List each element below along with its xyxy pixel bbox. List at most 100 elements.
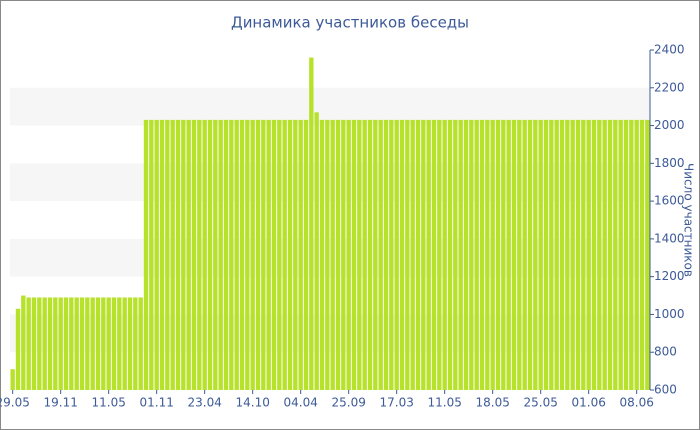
bar [463,119,469,390]
y-tick-label: 1200 [654,269,685,283]
bar [90,297,95,390]
bar [138,297,143,390]
bar [63,297,69,390]
bar [522,119,527,390]
bar [426,119,431,390]
bar [181,119,186,390]
bar [389,119,394,390]
x-tick-label: 19.11 [43,396,77,410]
x-tick-label: 17.03 [379,396,413,410]
bar [250,119,255,390]
bar [239,119,245,390]
bar [175,119,181,390]
bar [31,297,37,390]
bar [314,112,319,390]
bar [154,119,159,390]
bar [95,297,101,390]
bar [197,119,202,390]
bar [170,119,175,390]
bar [271,119,277,390]
bar [69,297,74,390]
bar [277,119,282,390]
grid-band [10,163,650,202]
grid-band [10,238,650,277]
bar [367,119,373,390]
bar [133,297,138,390]
bar [447,119,453,390]
bar [591,119,597,390]
bar [101,297,106,390]
x-tick-label: 25.09 [331,396,365,410]
bar [378,119,383,390]
bar [298,119,303,390]
x-tick-label: 04.04 [283,396,317,410]
bar [15,308,21,390]
y-tick-label: 2400 [654,43,685,57]
bar [415,119,421,390]
bar [373,119,378,390]
bar [53,297,58,390]
x-tick-label: 25.05 [523,396,557,410]
bar [362,119,367,390]
bar [319,119,325,390]
bar [559,119,565,390]
y-tick-label: 2000 [654,118,685,132]
bar [453,119,458,390]
y-tick-label: 800 [654,345,677,359]
bar [437,119,442,390]
y-axis-label: Число участников [682,163,696,277]
bar [26,297,31,390]
bar [149,119,154,390]
bar [527,119,533,390]
bar [511,119,517,390]
bar [127,297,133,390]
bar [287,119,293,390]
bar [549,119,554,390]
bar [554,119,559,390]
bar [223,119,229,390]
y-tick-label: 1800 [654,156,685,170]
y-tick-label: 600 [654,383,677,397]
bar [629,119,634,390]
chart-title: Динамика участников беседы [231,14,469,32]
bar [122,297,127,390]
bar [645,119,650,390]
bar [485,119,490,390]
bar [394,119,399,390]
y-tick-label: 2200 [654,80,685,94]
bar [517,119,522,390]
bar [506,119,511,390]
bar [255,119,261,390]
bar [229,119,234,390]
bar [533,119,538,390]
bar [309,57,314,391]
bar [325,119,330,390]
grid-band [10,87,650,126]
x-tick-label: 18.05 [475,396,509,410]
bar [341,119,346,390]
bar [490,119,495,390]
x-tick-label: 14.10 [235,396,269,410]
bar [330,119,335,390]
bar [575,119,581,390]
bar [303,119,309,390]
bar [613,119,618,390]
bar [405,119,410,390]
bar [106,297,111,390]
bar [159,119,165,390]
x-tick-label: 01.06 [571,396,605,410]
bar [538,119,543,390]
bar [399,119,405,390]
bar [245,119,250,390]
bar [234,119,239,390]
x-tick-label: 29.05 [0,396,30,410]
bar [351,119,357,390]
bar [117,297,122,390]
bar [442,119,447,390]
bar [469,119,474,390]
bar [58,297,63,390]
bar [597,119,602,390]
bar [37,297,42,390]
bar [639,119,645,390]
bar [165,119,170,390]
